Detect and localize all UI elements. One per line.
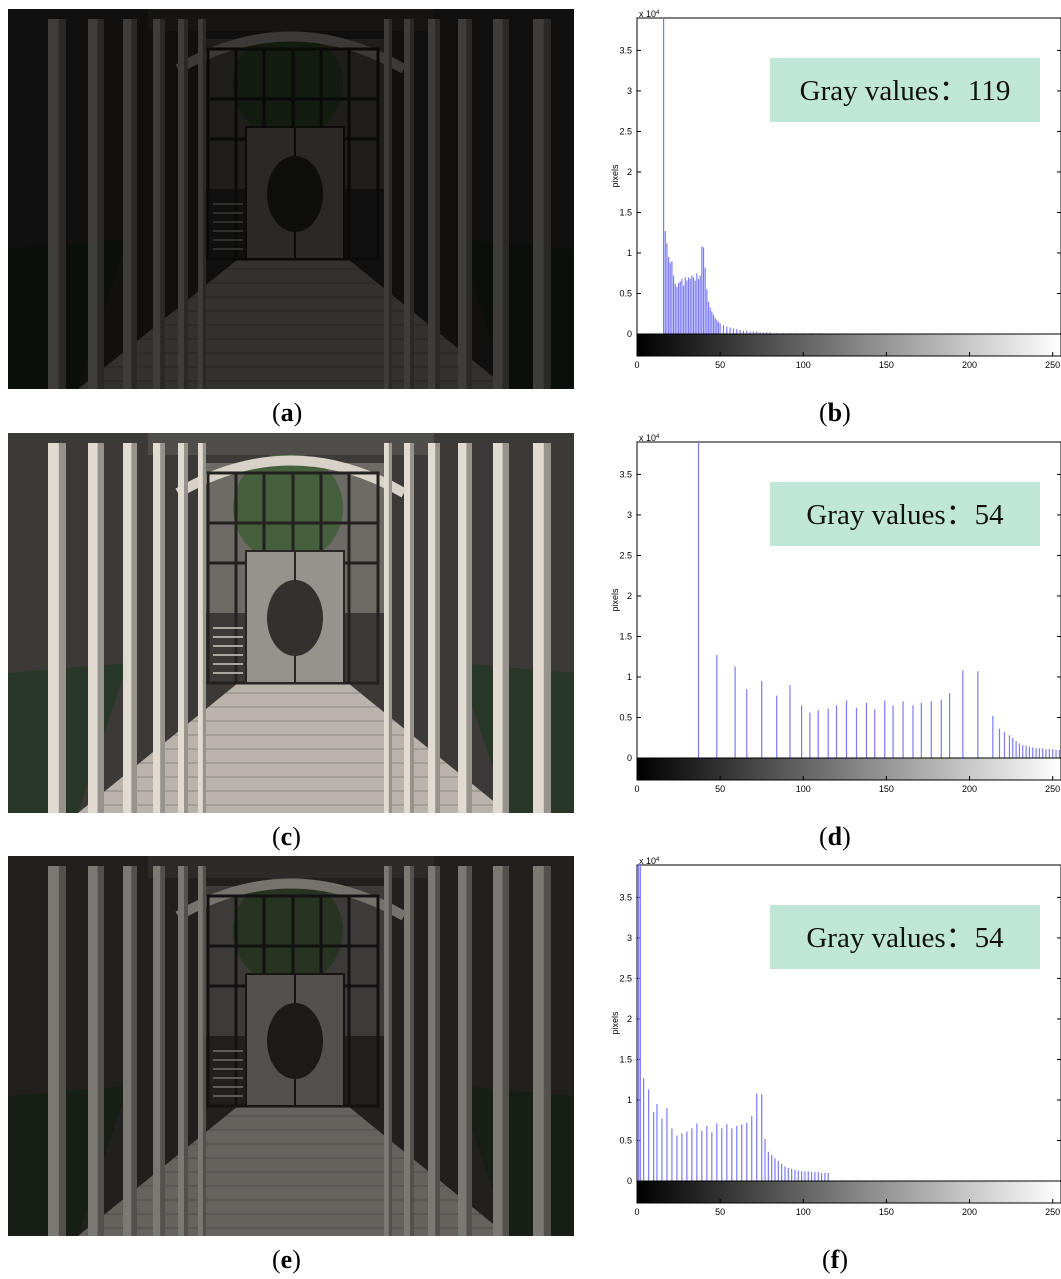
y-tick-label: 0.5 [619, 712, 632, 722]
walkway-photo [8, 9, 574, 389]
y-tick-label: 1 [627, 1095, 632, 1105]
gray-values-box [770, 905, 1040, 969]
gray-values-label: Gray values：54 [806, 499, 1004, 531]
x-tick-label: 200 [962, 360, 977, 370]
grayscale-colorbar [636, 1180, 1061, 1204]
x-tick-label: 250 [1045, 1207, 1060, 1217]
histogram-chart: 0 0.5 1 1.5 2 2.5 3 3.5 x 104 pixels 0 50 100 150 200 2… [610, 856, 1061, 1217]
y-tick-label: 3.5 [619, 45, 632, 55]
y-tick-label: 0 [627, 329, 632, 339]
histogram-b: 0 0.5 1 1.5 2 2.5 3 3.5 x 104 pixels 0 50 100 150 200 2… [598, 9, 1061, 389]
grayscale-colorbar [636, 757, 1061, 781]
y-tick-label: 0 [627, 1176, 632, 1186]
gray-values-box [770, 482, 1040, 546]
photo-a [8, 9, 574, 389]
y-tick-label: 1 [627, 248, 632, 258]
y-tick-label: 1.5 [619, 1054, 632, 1064]
histogram-chart: 0 0.5 1 1.5 2 2.5 3 3.5 x 104 pixels 0 50 100 150 200 2… [610, 433, 1061, 794]
y-tick-label: 1 [627, 672, 632, 682]
y-axis-label: pixels [610, 588, 620, 612]
y-tick-label: 3 [627, 933, 632, 943]
caption-a: (a) [272, 398, 303, 427]
walkway-photo [8, 856, 574, 1236]
grayscale-colorbar [636, 333, 1061, 357]
x-tick-label: 150 [879, 1207, 894, 1217]
x-tick-label: 150 [879, 784, 894, 794]
caption-d: (d) [819, 822, 851, 851]
x-tick-label: 0 [634, 1207, 639, 1217]
y-tick-label: 3.5 [619, 469, 632, 479]
caption-c: (c) [272, 822, 301, 851]
x-tick-label: 100 [796, 360, 811, 370]
x-tick-label: 50 [715, 784, 725, 794]
x-tick-label: 150 [879, 360, 894, 370]
y-axis-label: pixels [610, 164, 620, 188]
x-tick-label: 0 [634, 360, 639, 370]
x-tick-label: 50 [715, 360, 725, 370]
y-tick-label: 2 [627, 167, 632, 177]
photo-c [8, 433, 574, 813]
y-tick-label: 2.5 [619, 550, 632, 560]
y-tick-label: 2.5 [619, 126, 632, 136]
x-tick-label: 200 [962, 1207, 977, 1217]
gray-values-box [770, 58, 1040, 122]
y-tick-label: 2 [627, 591, 632, 601]
y-tick-label: 2 [627, 1014, 632, 1024]
y-tick-label: 0.5 [619, 1135, 632, 1145]
caption-e: (e) [272, 1245, 301, 1274]
y-axis-label: pixels [610, 1011, 620, 1035]
y-scale-label: x 104 [639, 433, 660, 443]
photo-e [8, 856, 574, 1236]
y-tick-label: 1.5 [619, 631, 632, 641]
y-tick-label: 0 [627, 753, 632, 763]
x-tick-label: 100 [796, 1207, 811, 1217]
x-tick-label: 250 [1045, 784, 1060, 794]
x-tick-label: 100 [796, 784, 811, 794]
x-tick-label: 200 [962, 784, 977, 794]
y-scale-label: x 104 [639, 9, 660, 19]
y-tick-label: 3.5 [619, 892, 632, 902]
walkway-photo [8, 433, 574, 813]
x-tick-label: 50 [715, 1207, 725, 1217]
y-tick-label: 1.5 [619, 207, 632, 217]
y-tick-label: 3 [627, 510, 632, 520]
caption-f: (f) [822, 1245, 849, 1274]
histogram-chart: 0 0.5 1 1.5 2 2.5 3 3.5 x 104 pixels 0 50 100 150 200 2… [610, 9, 1061, 370]
y-tick-label: 3 [627, 86, 632, 96]
y-tick-label: 2.5 [619, 973, 632, 983]
histogram-d: 0 0.5 1 1.5 2 2.5 3 3.5 x 104 pixels 0 50 100 150 200 2… [598, 433, 1061, 813]
x-tick-label: 0 [634, 784, 639, 794]
y-scale-label: x 104 [639, 856, 660, 866]
caption-b: (b) [819, 398, 851, 427]
x-tick-label: 250 [1045, 360, 1060, 370]
histogram-f: 0 0.5 1 1.5 2 2.5 3 3.5 x 104 pixels 0 50 100 150 200 2… [598, 856, 1061, 1236]
y-tick-label: 0.5 [619, 288, 632, 298]
gray-values-label: Gray values：119 [800, 75, 1011, 107]
gray-values-label: Gray values：54 [806, 922, 1004, 954]
